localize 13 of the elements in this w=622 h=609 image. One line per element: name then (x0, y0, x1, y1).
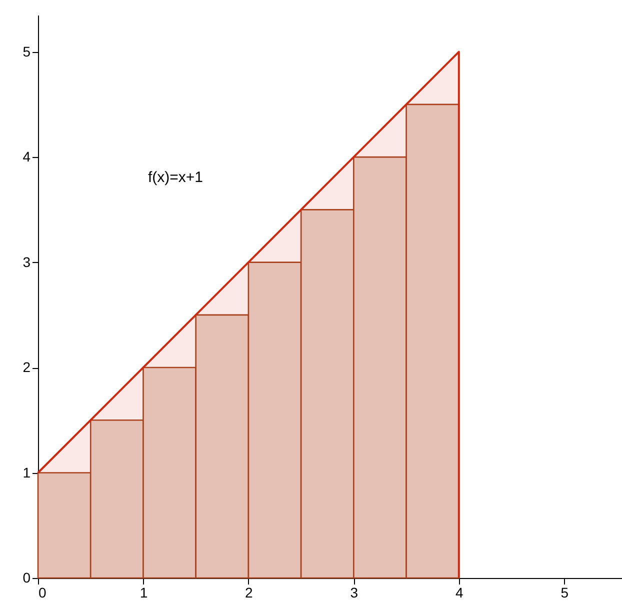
annotation: f(x)=x+1 (148, 169, 204, 186)
x-tick-label: 1 (140, 584, 148, 600)
y-tick-label: 3 (22, 254, 31, 270)
y-tick-label: 2 (22, 359, 31, 376)
x-tick-label: 2 (245, 584, 254, 600)
x-tick-label: 4 (456, 584, 464, 600)
x-tick-label: 5 (560, 584, 569, 600)
y-tick-label: 0 (22, 570, 31, 586)
y-tick-label: 4 (22, 148, 31, 165)
y-tick-label: 5 (22, 43, 31, 60)
x-tick-label: 3 (350, 584, 358, 600)
x-tick-label: 0 (38, 584, 46, 600)
y-tick-label: 1 (22, 464, 31, 480)
